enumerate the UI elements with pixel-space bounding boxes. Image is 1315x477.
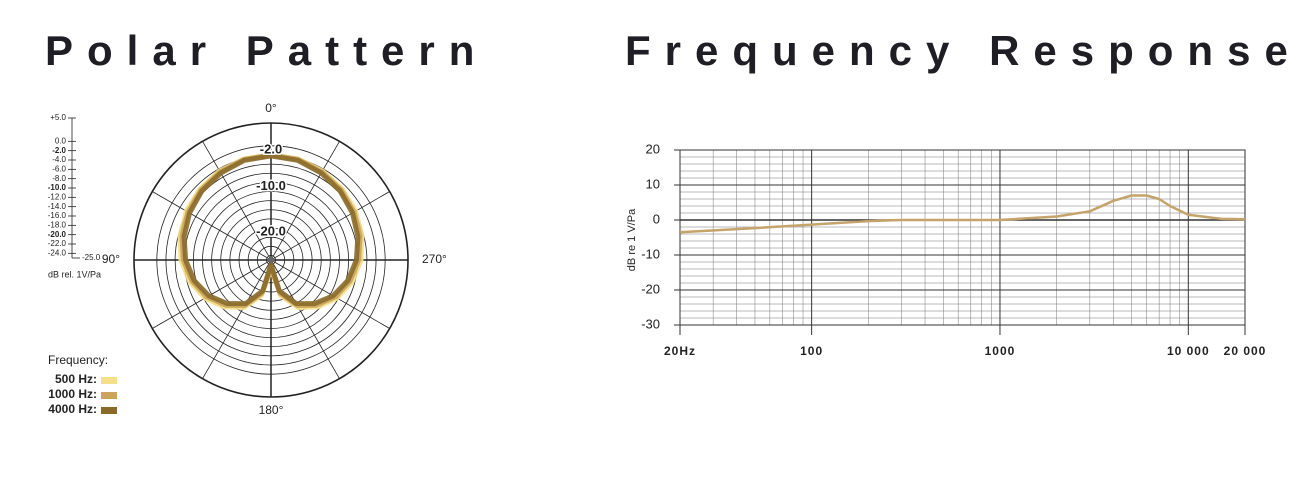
angle-label: 90°: [102, 252, 120, 266]
y-tick-label: -30: [641, 316, 660, 331]
grid-spoke: [270, 259, 390, 329]
scale-label: -22.0: [48, 239, 67, 248]
grid-spoke: [202, 141, 272, 261]
polar-line: [181, 153, 361, 307]
y-tick-label: 0: [653, 211, 660, 226]
ring-label: -2.0: [260, 141, 282, 156]
ring-label: -10.0: [256, 178, 286, 193]
y-tick-label: -10: [641, 246, 660, 261]
scale-label: -10.0: [48, 183, 67, 192]
legend-title: Frequency:: [48, 353, 108, 367]
legend-label: 1000 Hz:: [48, 387, 97, 401]
y-tick-label: 10: [646, 176, 660, 191]
x-tick-label: 1000: [985, 344, 1016, 358]
response-line: [679, 194, 1246, 234]
grid-spoke: [270, 191, 390, 261]
scale-label: -12.0: [48, 192, 67, 201]
center-dot: [268, 257, 274, 263]
x-tick-label: 20Hz: [664, 344, 696, 358]
grid-spoke: [270, 141, 340, 261]
chart-title: Polar Pattern: [45, 27, 488, 74]
scale-label: -16.0: [48, 211, 67, 220]
x-tick-label: 20 000: [1224, 344, 1267, 358]
y-tick-label: 20: [646, 141, 660, 156]
scale-label: -20.0: [48, 230, 67, 239]
scale-label: -4.0: [52, 155, 66, 164]
angle-label: 270°: [422, 252, 447, 266]
angle-label: 0°: [265, 101, 277, 115]
chart-title: Frequency Response: [625, 27, 1302, 74]
scale-label: -8.0: [52, 174, 66, 183]
legend-swatch: [101, 392, 117, 399]
grid-spoke: [202, 259, 272, 379]
y-tick-label: -20: [641, 281, 660, 296]
scale-label: -2.0: [52, 146, 66, 155]
scale-label: -24.0: [48, 248, 67, 257]
plot-frame: [679, 149, 1246, 326]
grid-spoke: [152, 191, 272, 261]
x-tick-label: 10 000: [1167, 344, 1210, 358]
ring-label: -20.0: [256, 224, 286, 239]
grid-spoke: [270, 259, 340, 379]
scale-unit: dB rel. 1V/Pa: [48, 269, 101, 279]
scale-label: -6.0: [52, 164, 66, 173]
legend-swatch: [101, 377, 117, 384]
grid-spoke: [152, 259, 272, 329]
scale-label: -14.0: [48, 202, 67, 211]
legend-label: 4000 Hz:: [48, 402, 97, 416]
legend-label: 500 Hz:: [55, 372, 97, 386]
y-axis-label: dB re 1 V/Pa: [626, 208, 638, 271]
scale-label: +5.0: [50, 113, 66, 122]
scale-label: -25.0: [82, 253, 101, 262]
scale-label: 0.0: [55, 136, 67, 145]
scale-label: -18.0: [48, 220, 67, 229]
angle-label: 180°: [259, 403, 284, 417]
legend-swatch: [101, 407, 117, 414]
x-tick-label: 100: [800, 344, 823, 358]
